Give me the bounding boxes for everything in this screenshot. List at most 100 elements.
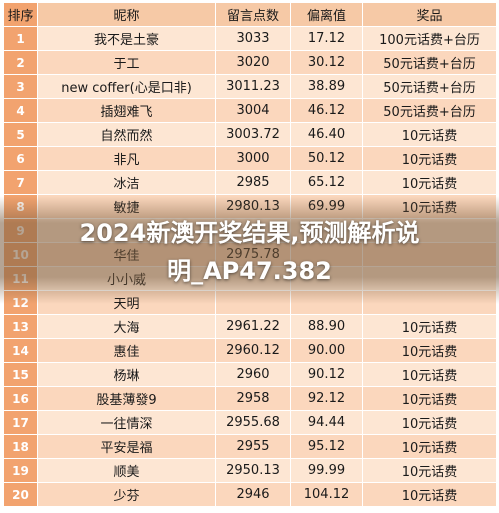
- header-prize: 奖品: [362, 2, 497, 27]
- nickname-cell: 惠佳: [37, 338, 216, 363]
- deviation-cell: 88.90: [290, 314, 363, 339]
- prize-cell: 10元话费: [362, 362, 497, 387]
- deviation-cell: 95.12: [290, 434, 363, 459]
- header-deviation: 偏离值: [290, 2, 363, 27]
- points-cell: 2950.13: [215, 458, 291, 483]
- rank-cell: 13: [3, 314, 38, 339]
- prize-cell: 10元话费: [362, 386, 497, 411]
- deviation-cell: 17.12: [290, 26, 363, 51]
- nickname-cell: 股基薄發9: [37, 386, 216, 411]
- table-row: 2 于工 3020 30.12 50元话费+台历: [3, 50, 497, 75]
- nickname-cell: 顺美: [37, 458, 216, 483]
- deviation-cell: 30.12: [290, 50, 363, 75]
- nickname-cell: 插翅难飞: [37, 98, 216, 123]
- deviation-cell: 65.12: [290, 170, 363, 195]
- table-row: 3 new coffer(心是口非) 3011.23 38.89 50元话费+台历: [3, 74, 497, 99]
- rank-cell: 3: [3, 74, 38, 99]
- nickname-cell: 非凡: [37, 146, 216, 171]
- rank-cell: 16: [3, 386, 38, 411]
- rank-cell: 14: [3, 338, 38, 363]
- prize-cell: 50元话费+台历: [362, 50, 497, 75]
- rank-cell: 20: [3, 482, 38, 507]
- nickname-cell: 冰洁: [37, 170, 216, 195]
- prize-cell: 10元话费: [362, 482, 497, 507]
- deviation-cell: 104.12: [290, 482, 363, 507]
- rank-cell: 15: [3, 362, 38, 387]
- table-row: 7 冰洁 2985 65.12 10元话费: [3, 170, 497, 195]
- points-cell: 3004: [215, 98, 291, 123]
- nickname-cell: 我不是土豪: [37, 26, 216, 51]
- table-row: 15 杨琳 2960 90.12 10元话费: [3, 362, 497, 387]
- prize-cell: 10元话费: [362, 338, 497, 363]
- rank-cell: 19: [3, 458, 38, 483]
- headline-text: 2024新澳开奖结果,预测解析说 明_AP47.382: [0, 214, 499, 290]
- headline-line-1: 2024新澳开奖结果,预测解析说: [79, 219, 420, 247]
- deviation-cell: 92.12: [290, 386, 363, 411]
- rank-cell: 17: [3, 410, 38, 435]
- deviation-cell: 46.40: [290, 122, 363, 147]
- header-nickname: 昵称: [37, 2, 216, 27]
- table-row: 18 平安是福 2955 95.12 10元话费: [3, 434, 497, 459]
- rank-cell: 1: [3, 26, 38, 51]
- points-cell: 2955.68: [215, 410, 291, 435]
- headline-banner: [0, 196, 499, 304]
- points-cell: 2960.12: [215, 338, 291, 363]
- nickname-cell: 一往情深: [37, 410, 216, 435]
- table-row: 6 非凡 3000 50.12 10元话费: [3, 146, 497, 171]
- rank-cell: 5: [3, 122, 38, 147]
- points-cell: 3000: [215, 146, 291, 171]
- deviation-cell: 50.12: [290, 146, 363, 171]
- table-row: 20 少芬 2946 104.12 10元话费: [3, 482, 497, 507]
- nickname-cell: 杨琳: [37, 362, 216, 387]
- table-row: 16 股基薄發9 2958 92.12 10元话费: [3, 386, 497, 411]
- prize-cell: 10元话费: [362, 314, 497, 339]
- deviation-cell: 38.89: [290, 74, 363, 99]
- nickname-cell: 平安是福: [37, 434, 216, 459]
- rank-cell: 18: [3, 434, 38, 459]
- nickname-cell: new coffer(心是口非): [37, 74, 216, 99]
- nickname-cell: 于工: [37, 50, 216, 75]
- deviation-cell: 90.12: [290, 362, 363, 387]
- table-row: 13 大海 2961.22 88.90 10元话费: [3, 314, 497, 339]
- prize-cell: 10元话费: [362, 146, 497, 171]
- table-row: 14 惠佳 2960.12 90.00 10元话费: [3, 338, 497, 363]
- points-cell: 3011.23: [215, 74, 291, 99]
- points-cell: 2960: [215, 362, 291, 387]
- table-row: 4 插翅难飞 3004 46.12 50元话费+台历: [3, 98, 497, 123]
- prize-cell: 10元话费: [362, 458, 497, 483]
- nickname-cell: 大海: [37, 314, 216, 339]
- points-cell: 2955: [215, 434, 291, 459]
- prize-cell: 100元话费+台历: [362, 26, 497, 51]
- points-cell: 3003.72: [215, 122, 291, 147]
- rank-cell: 6: [3, 146, 38, 171]
- prize-cell: 50元话费+台历: [362, 98, 497, 123]
- table-row: 1 我不是土豪 3033 17.12 100元话费+台历: [3, 26, 497, 51]
- table-row: 5 自然而然 3003.72 46.40 10元话费: [3, 122, 497, 147]
- points-cell: 2961.22: [215, 314, 291, 339]
- points-cell: 3020: [215, 50, 291, 75]
- rank-cell: 4: [3, 98, 38, 123]
- deviation-cell: 90.00: [290, 338, 363, 363]
- deviation-cell: 46.12: [290, 98, 363, 123]
- table-row: 17 一往情深 2955.68 94.44 10元话费: [3, 410, 497, 435]
- points-cell: 3033: [215, 26, 291, 51]
- headline-line-2: 明_AP47.382: [167, 257, 332, 285]
- rank-cell: 7: [3, 170, 38, 195]
- points-cell: 2985: [215, 170, 291, 195]
- header-points: 留言点数: [215, 2, 291, 27]
- table-header-row: 排序 昵称 留言点数 偏离值 奖品: [3, 2, 497, 27]
- points-cell: 2958: [215, 386, 291, 411]
- prize-cell: 10元话费: [362, 122, 497, 147]
- deviation-cell: 99.99: [290, 458, 363, 483]
- rank-cell: 2: [3, 50, 38, 75]
- prize-cell: 10元话费: [362, 434, 497, 459]
- header-rank: 排序: [3, 2, 38, 27]
- prize-cell: 50元话费+台历: [362, 74, 497, 99]
- deviation-cell: 94.44: [290, 410, 363, 435]
- table-row: 19 顺美 2950.13 99.99 10元话费: [3, 458, 497, 483]
- nickname-cell: 少芬: [37, 482, 216, 507]
- prize-cell: 10元话费: [362, 170, 497, 195]
- nickname-cell: 自然而然: [37, 122, 216, 147]
- points-cell: 2946: [215, 482, 291, 507]
